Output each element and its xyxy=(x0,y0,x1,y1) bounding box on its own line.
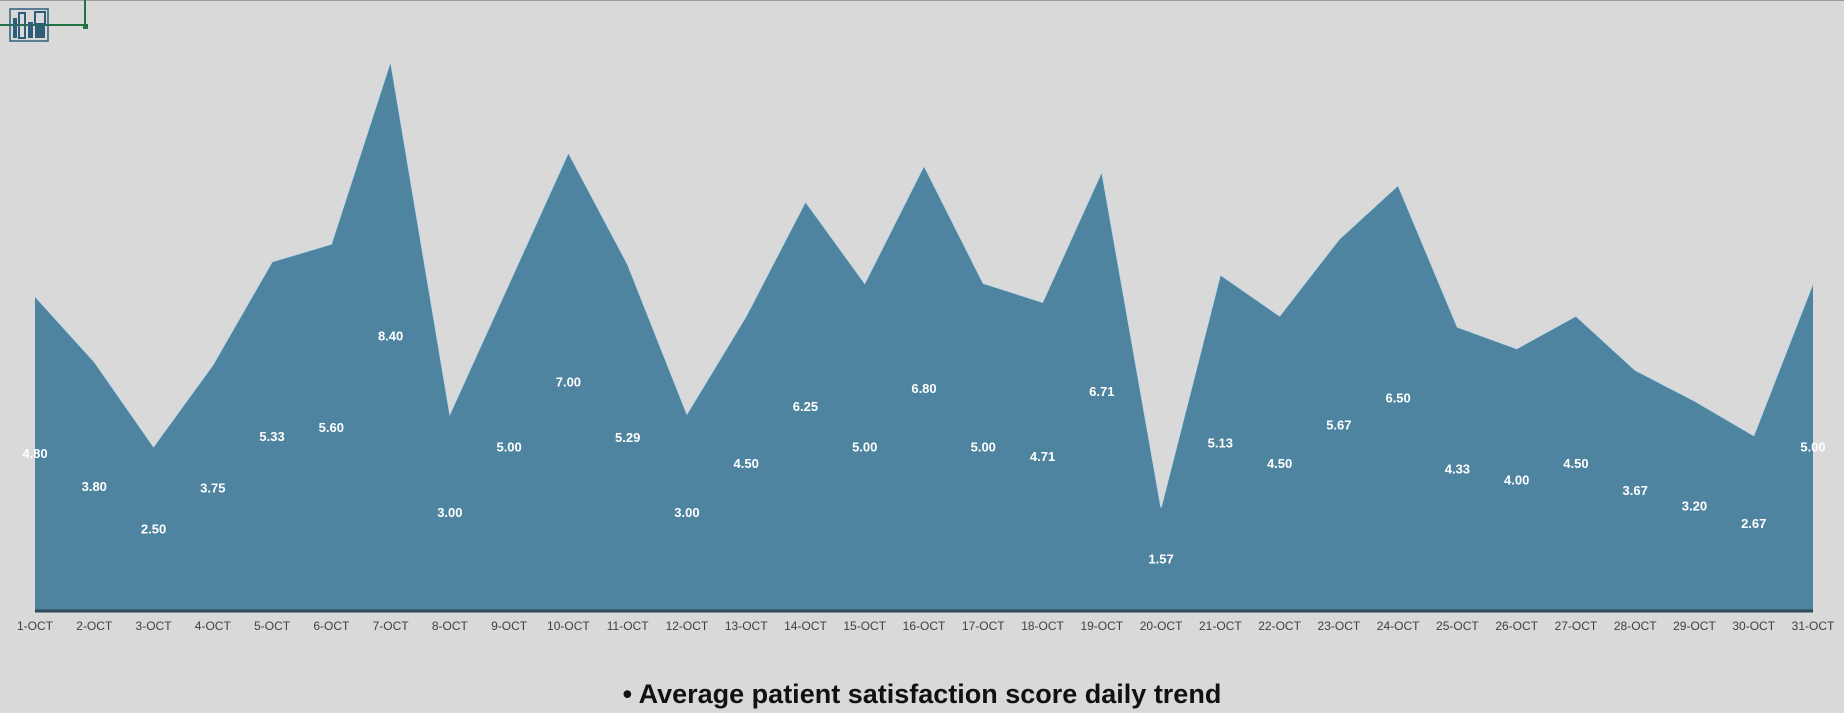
data-label: 6.50 xyxy=(1385,391,1410,406)
x-tick-label: 12-OCT xyxy=(666,619,709,633)
data-label: 4.71 xyxy=(1030,449,1055,464)
data-label: 4.50 xyxy=(734,456,759,471)
data-label: 3.75 xyxy=(200,480,225,495)
data-label: 5.00 xyxy=(496,440,521,455)
x-tick-label: 18-OCT xyxy=(1021,619,1064,633)
x-tick-label: 31-OCT xyxy=(1792,619,1835,633)
data-label: 5.67 xyxy=(1326,418,1351,433)
x-tick-label: 16-OCT xyxy=(903,619,946,633)
data-label: 2.50 xyxy=(141,521,166,536)
area-top-edge xyxy=(34,60,1814,508)
x-tick-label: 20-OCT xyxy=(1140,619,1183,633)
x-tick-label: 29-OCT xyxy=(1673,619,1716,633)
x-tick-label: 6-OCT xyxy=(313,619,350,633)
data-label: 7.00 xyxy=(556,374,581,389)
data-label: 8.40 xyxy=(378,329,403,344)
data-label: 3.67 xyxy=(1623,483,1648,498)
x-tick-label: 19-OCT xyxy=(1080,619,1123,633)
data-label: 5.13 xyxy=(1208,435,1233,450)
data-label: 4.50 xyxy=(1563,456,1588,471)
x-tick-label: 23-OCT xyxy=(1318,619,1361,633)
sheet-top-border xyxy=(0,0,1844,1)
data-label: 6.80 xyxy=(911,381,936,396)
x-tick-label: 1-OCT xyxy=(17,619,54,633)
data-label: 4.50 xyxy=(1267,456,1292,471)
area-series xyxy=(34,60,1814,611)
data-label: 4.33 xyxy=(1445,462,1470,477)
data-label: 3.00 xyxy=(674,505,699,520)
data-label: 6.71 xyxy=(1089,384,1114,399)
data-label: 5.00 xyxy=(1800,440,1825,455)
data-label: 3.20 xyxy=(1682,498,1707,513)
data-label: 4.80 xyxy=(22,446,47,461)
data-label: 5.33 xyxy=(259,429,284,444)
data-label: 6.25 xyxy=(793,399,818,414)
x-tick-label: 4-OCT xyxy=(195,619,232,633)
bar-chart-logo-icon[interactable] xyxy=(9,8,49,42)
x-tick-label: 21-OCT xyxy=(1199,619,1242,633)
x-tick-label: 26-OCT xyxy=(1495,619,1538,633)
data-label: 3.80 xyxy=(82,479,107,494)
data-label: 2.67 xyxy=(1741,516,1766,531)
x-tick-label: 9-OCT xyxy=(491,619,528,633)
x-tick-label: 14-OCT xyxy=(784,619,827,633)
x-tick-label: 24-OCT xyxy=(1377,619,1420,633)
data-label: 4.00 xyxy=(1504,472,1529,487)
x-tick-label: 7-OCT xyxy=(373,619,410,633)
x-tick-label: 27-OCT xyxy=(1555,619,1598,633)
x-tick-label: 13-OCT xyxy=(725,619,768,633)
x-tick-label: 17-OCT xyxy=(962,619,1005,633)
x-tick-label: 10-OCT xyxy=(547,619,590,633)
x-tick-label: 8-OCT xyxy=(432,619,469,633)
x-tick-label: 3-OCT xyxy=(136,619,173,633)
area-fill[interactable] xyxy=(35,61,1813,611)
data-labels: 4.80 3.80 2.50 3.75 5.33 5.60 8.40 3.00 5.00 7.00… xyxy=(22,329,1825,567)
data-label: 3.00 xyxy=(437,505,462,520)
chart-caption: • Average patient satisfaction score dai… xyxy=(622,679,1222,709)
data-label: 5.60 xyxy=(319,420,344,435)
data-label: 5.00 xyxy=(852,440,877,455)
x-tick-label: 28-OCT xyxy=(1614,619,1657,633)
x-tick-label: 5-OCT xyxy=(254,619,291,633)
fill-handle[interactable] xyxy=(83,24,88,29)
data-label: 5.00 xyxy=(971,440,996,455)
x-tick-label: 30-OCT xyxy=(1732,619,1775,633)
data-label: 1.57 xyxy=(1148,552,1173,567)
data-label: 5.29 xyxy=(615,430,640,445)
x-tick-label: 15-OCT xyxy=(843,619,886,633)
x-tick-labels: 1-OCT 2-OCT 3-OCT 4-OCT 5-OCT 6-OCT 7-OCT 8-OCT… xyxy=(17,619,1835,633)
x-tick-label: 25-OCT xyxy=(1436,619,1479,633)
x-tick-label: 2-OCT xyxy=(76,619,113,633)
x-tick-label: 22-OCT xyxy=(1258,619,1301,633)
x-tick-label: 11-OCT xyxy=(607,619,649,633)
